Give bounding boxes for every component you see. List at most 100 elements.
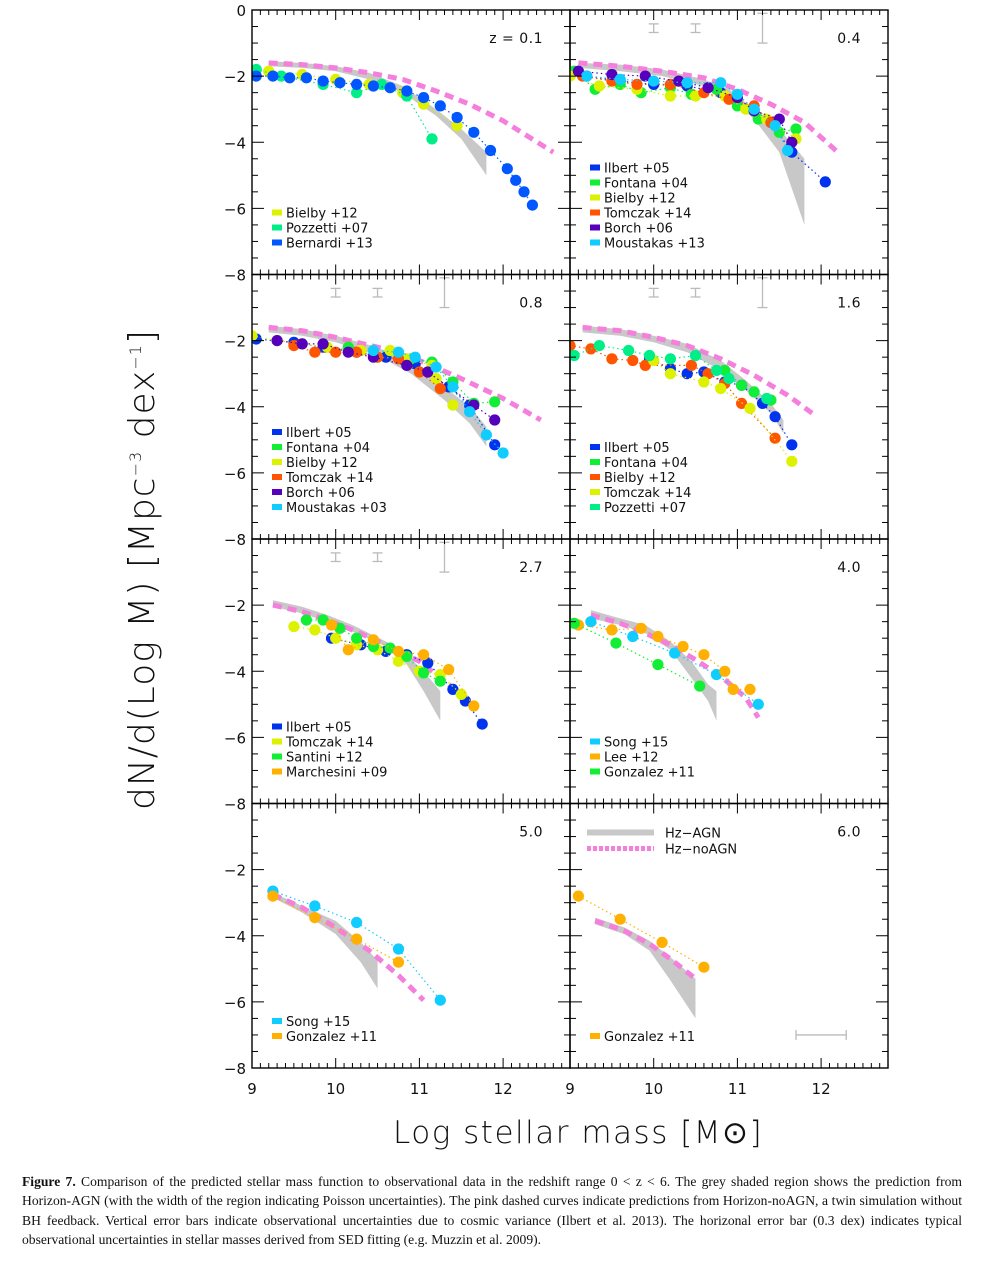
data-point xyxy=(698,961,710,973)
data-point xyxy=(790,123,802,135)
data-point xyxy=(434,675,446,687)
legend-swatch xyxy=(272,723,282,730)
cosmic-variance-bar xyxy=(648,23,659,34)
data-point xyxy=(614,913,626,925)
series-pozzetti-07 xyxy=(252,63,438,145)
legend-entry: Gonzalez +11 xyxy=(604,766,695,781)
x-axis-label: Log stellar mass [M⊙] xyxy=(393,1115,764,1151)
data-point xyxy=(267,890,279,902)
data-point xyxy=(468,700,480,712)
data-point xyxy=(744,402,756,414)
legend-swatch xyxy=(590,444,600,450)
data-point xyxy=(447,683,459,696)
data-point xyxy=(334,622,346,634)
series-connector xyxy=(277,340,496,421)
y-tick-label: −2 xyxy=(224,333,246,351)
data-point xyxy=(296,338,308,350)
caption-label: Figure 7. xyxy=(22,1174,76,1189)
data-point xyxy=(748,103,760,115)
data-point xyxy=(384,82,396,94)
data-point xyxy=(334,77,346,89)
data-point xyxy=(610,637,622,649)
legend-swatch xyxy=(590,768,600,775)
y-tick-label: −2 xyxy=(224,68,246,86)
data-point xyxy=(606,68,618,81)
data-point xyxy=(761,392,773,405)
hz-noagn-line xyxy=(582,324,819,419)
legend-swatch xyxy=(272,459,282,465)
legend-swatch xyxy=(590,194,600,201)
cosmic-variance-bar xyxy=(439,541,450,573)
redshift-label: 0.4 xyxy=(837,31,861,47)
y-tick-label: −2 xyxy=(224,862,246,880)
data-point xyxy=(422,366,434,378)
legend-entry: Moustakas +03 xyxy=(286,501,387,516)
data-point xyxy=(426,133,438,145)
data-point xyxy=(715,77,727,89)
y-tick-label: −4 xyxy=(224,134,246,152)
series-gonzalez-11 xyxy=(572,890,710,973)
hz-agn-band xyxy=(590,610,717,721)
series-connector xyxy=(578,624,750,691)
series-connector xyxy=(586,75,789,151)
data-point xyxy=(731,100,744,112)
x-tick-label: 11 xyxy=(728,1080,747,1098)
legend-entry: Bielby +12 xyxy=(286,207,358,222)
data-point xyxy=(434,100,446,112)
hz-noagn-line xyxy=(594,918,698,981)
data-point xyxy=(677,640,689,653)
legend-entry: Moustakas +13 xyxy=(604,237,705,252)
data-point xyxy=(501,163,513,175)
legend-swatch xyxy=(272,504,282,510)
data-point xyxy=(392,346,405,358)
data-point xyxy=(681,368,693,380)
legend-swatch xyxy=(272,474,282,480)
sed-error-bar xyxy=(795,1029,847,1040)
data-point xyxy=(606,353,618,365)
y-tick-label: −8 xyxy=(224,531,246,549)
plot-area xyxy=(252,60,555,211)
data-point xyxy=(418,649,430,661)
legend-entry: Borch +06 xyxy=(286,486,355,501)
legend-entry: Bielby +12 xyxy=(286,456,358,471)
data-point xyxy=(409,351,421,363)
data-point xyxy=(689,90,702,102)
legend-model-entry: Hz−AGN xyxy=(665,827,721,842)
data-point xyxy=(669,647,681,659)
series-marchesini-09 xyxy=(325,619,480,712)
x-tick-label: 9 xyxy=(565,1080,575,1098)
data-point xyxy=(455,688,467,701)
data-point xyxy=(786,439,798,451)
series-connector xyxy=(573,622,700,687)
data-point xyxy=(284,72,296,84)
legend-swatch xyxy=(590,164,600,171)
data-point xyxy=(639,359,651,371)
legend-entry: Borch +06 xyxy=(604,222,673,237)
legend-entry: Gonzalez +11 xyxy=(604,1030,695,1045)
data-point xyxy=(769,432,781,444)
data-point xyxy=(392,655,405,667)
data-point xyxy=(447,399,459,411)
data-point xyxy=(392,956,405,968)
data-point xyxy=(418,667,430,679)
data-point xyxy=(418,92,430,104)
plot-area xyxy=(570,277,819,467)
data-point xyxy=(401,85,413,97)
data-point xyxy=(434,994,446,1006)
ticks xyxy=(569,274,889,540)
cosmic-variance-bar xyxy=(372,287,383,298)
series-bernardi-13 xyxy=(252,70,539,211)
hz-agn-band xyxy=(268,61,487,176)
ticks xyxy=(569,803,889,1069)
y-tick-label: −6 xyxy=(224,729,246,747)
data-point xyxy=(434,383,446,395)
data-point xyxy=(447,381,459,393)
data-point xyxy=(271,335,283,347)
data-point xyxy=(309,900,321,912)
legend-entry: Ilbert +05 xyxy=(286,426,352,441)
cosmic-variance-bar xyxy=(330,287,341,298)
redshift-label: 6.0 xyxy=(837,825,861,841)
legend-entry: Lee +12 xyxy=(604,751,659,766)
legend-swatch xyxy=(590,504,600,510)
